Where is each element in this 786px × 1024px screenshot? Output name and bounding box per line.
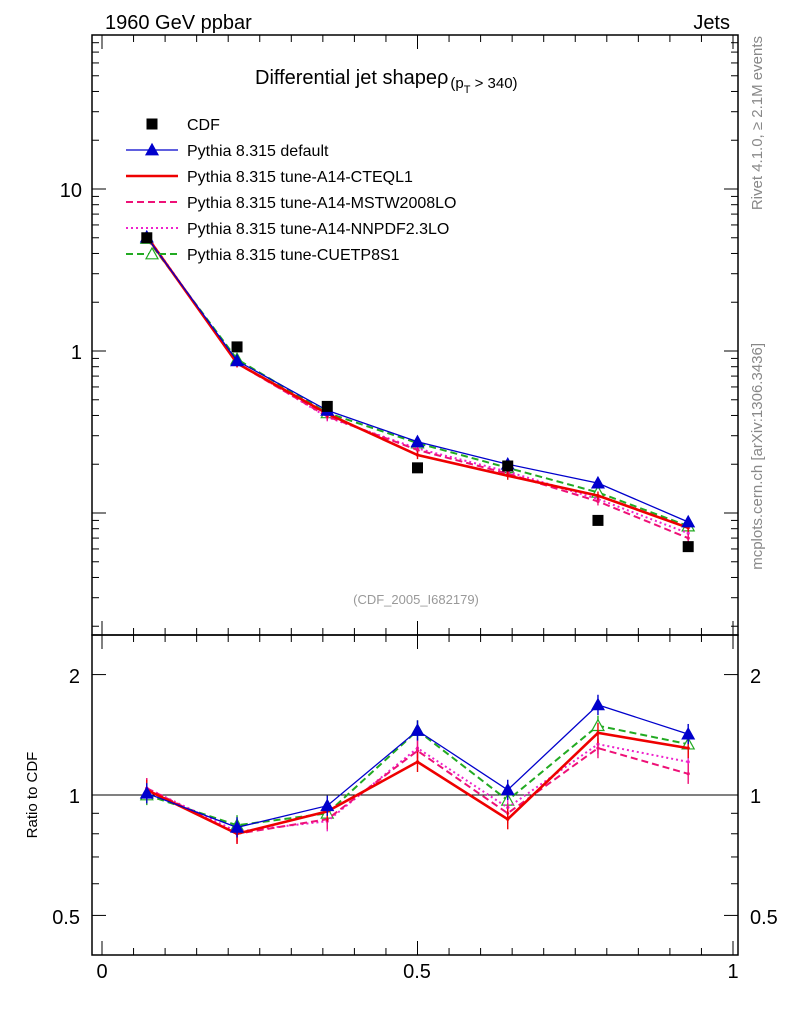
ratio-series-0-point (230, 820, 245, 833)
ratio-series-1-point (596, 731, 600, 735)
ratio-ytick-right-1: 1 (750, 786, 761, 808)
header-energy-label: 1960 GeV ppbar (105, 12, 252, 34)
main-axis-ticks (92, 35, 738, 635)
main-series-1-point (506, 474, 510, 478)
legend-marker-4 (144, 246, 160, 260)
main-panel: 10 1 Differential jet shapeρ (pT > 340) (… (60, 34, 739, 636)
ratio-series-0-point (590, 697, 605, 711)
ratio-series-2-point (596, 746, 600, 750)
ratio-series-1-point (686, 746, 690, 750)
ratio-ytick-left-1: 1 (69, 786, 80, 808)
main-ytick-label-10: 10 (60, 180, 82, 202)
ratio-ytick-right-2: 2 (750, 666, 761, 688)
ratio-series-0-point (500, 782, 515, 796)
ratio-axis-ticks (92, 635, 738, 955)
ratio-ylabel: Ratio to CDF (24, 752, 41, 839)
cdf-data-point (321, 400, 333, 412)
plot-title: Differential jet shapeρ (pT > 340) (255, 67, 518, 96)
legend-label-3: Pythia 8.315 tune-A14-NNPDF2.3LO (187, 221, 449, 238)
main-series-0-line (146, 236, 689, 523)
legend-label-0: Pythia 8.315 default (187, 143, 329, 160)
ratio-series-group (139, 694, 696, 844)
xtick-label-0p5: 0.5 (403, 961, 431, 983)
main-series-1-line (145, 235, 689, 530)
ratio-series-0-point (410, 723, 425, 736)
analysis-watermark: (CDF_2005_I682179) (353, 592, 479, 607)
main-series-2-point (686, 536, 690, 540)
xtick-label-1: 1 (727, 961, 738, 983)
cdf-data-point (141, 232, 153, 244)
xtick-label-0: 0 (96, 961, 107, 983)
legend-cdf-marker (146, 118, 158, 130)
mcplots-credit-label: mcplots.cern.ch [arXiv:1306.3436] (749, 343, 766, 570)
main-ytick-label-1: 1 (71, 342, 82, 364)
main-series-1-point (415, 453, 420, 457)
ratio-ytick-left-2: 2 (69, 666, 80, 688)
main-series-0-point (590, 475, 605, 489)
cdf-data-point (682, 541, 694, 553)
main-series-2-line (145, 235, 689, 540)
ratio-series-2-point (686, 772, 690, 776)
main-series-3-point (686, 531, 690, 535)
main-series-0-point (681, 514, 696, 528)
main-series-2-point (415, 448, 420, 452)
ratio-series-2-point (415, 749, 420, 753)
main-series-2-point (596, 499, 600, 503)
main-series-0-point (410, 434, 425, 448)
ratio-ytick-right-0p5: 0.5 (750, 907, 778, 929)
legend-label-2: Pythia 8.315 tune-A14-MSTW2008LO (187, 195, 456, 212)
cdf-data-point (231, 341, 243, 353)
ratio-series-0-point (139, 786, 154, 799)
legend: CDF Pythia 8.315 default Pythia 8.315 tune… (126, 117, 456, 264)
legend-label-4: Pythia 8.315 tune-CUETP8S1 (187, 247, 400, 264)
ratio-series-1-point (506, 817, 510, 821)
main-series-group (139, 229, 696, 553)
cdf-data-point (502, 460, 514, 472)
main-series-4-line (145, 237, 689, 528)
main-series-3-line (145, 235, 689, 535)
main-series-0-point (230, 353, 245, 367)
ratio-series-1-point (415, 760, 420, 764)
ratio-panel: 2 1 0.5 2 1 0.5 Ratio to CDF 0 0.5 1 (24, 634, 778, 983)
header-category-label: Jets (693, 12, 730, 34)
ratio-series-0-point (320, 798, 335, 812)
cdf-data-point (412, 462, 423, 474)
ratio-series-3-point (686, 760, 690, 764)
legend-cdf-label: CDF (187, 117, 220, 134)
rivet-version-label: Rivet 4.1.0, ≥ 2.1M events (749, 36, 766, 210)
legend-marker-0 (144, 142, 160, 156)
ratio-series-0-point (681, 726, 696, 740)
cdf-data-point (592, 514, 604, 526)
legend-label-1: Pythia 8.315 tune-A14-CTEQL1 (187, 169, 413, 186)
ratio-ytick-left-0p5: 0.5 (52, 907, 80, 929)
main-series-1-point (596, 494, 600, 498)
